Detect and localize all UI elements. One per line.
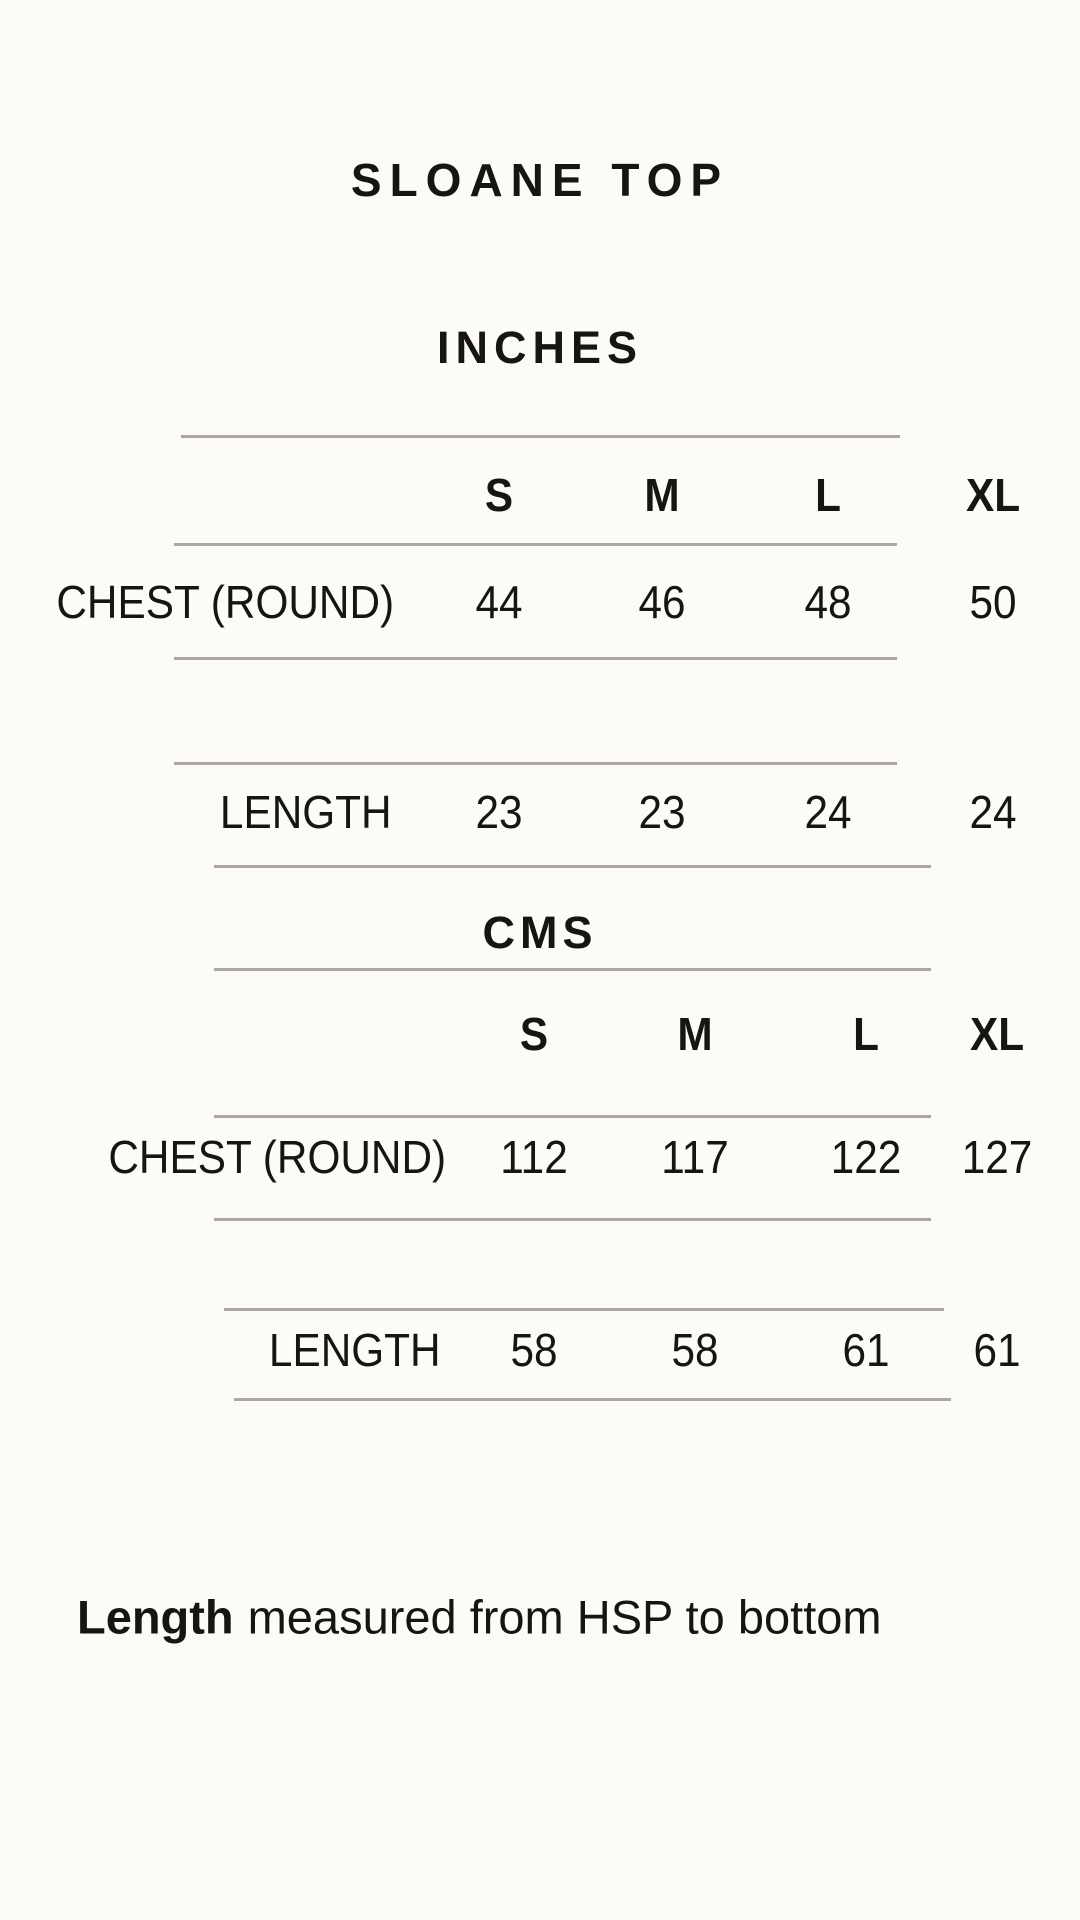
divider-line (214, 1218, 931, 1221)
cms-size-header-xl: XL (969, 1008, 1025, 1060)
cms-length-l: 61 (842, 1324, 890, 1376)
cms-size-header-l: L (853, 1008, 879, 1060)
cms-chest-label: CHEST (ROUND) (108, 1131, 446, 1183)
cms-length-xl: 61 (973, 1324, 1021, 1376)
divider-line (224, 1308, 944, 1311)
cms-size-header-m: M (677, 1008, 713, 1060)
cms-length-label: LENGTH (269, 1324, 441, 1376)
divider-line (174, 762, 897, 765)
cms-section-heading: CMS (482, 907, 598, 958)
inches-chest-s: 44 (475, 576, 523, 628)
inches-chest-label: CHEST (ROUND) (56, 576, 394, 628)
inches-length-xl: 24 (969, 786, 1017, 838)
inches-chest-xl: 50 (969, 576, 1017, 628)
length-note-term: Length (77, 1590, 234, 1644)
divider-line (214, 968, 931, 971)
inches-length-label: LENGTH (220, 786, 392, 838)
cms-chest-l: 122 (830, 1131, 902, 1183)
inches-length-m: 23 (638, 786, 686, 838)
inches-chest-m: 46 (638, 576, 686, 628)
cms-length-s: 58 (510, 1324, 558, 1376)
divider-line (234, 1398, 951, 1401)
cms-chest-s: 112 (500, 1131, 568, 1183)
inches-size-header-s: S (484, 469, 514, 521)
length-note: Length measured from HSP to bottom (77, 1590, 882, 1645)
divider-line (174, 543, 897, 546)
divider-line (181, 435, 900, 438)
inches-size-header-m: M (644, 469, 680, 521)
cms-length-m: 58 (671, 1324, 719, 1376)
divider-line (214, 865, 931, 868)
cms-chest-m: 117 (661, 1131, 729, 1183)
cms-chest-xl: 127 (961, 1131, 1033, 1183)
length-note-text: measured from HSP to bottom (247, 1590, 882, 1644)
inches-length-l: 24 (804, 786, 852, 838)
inches-chest-l: 48 (804, 576, 852, 628)
divider-line (174, 657, 897, 660)
divider-line (214, 1115, 931, 1118)
inches-length-s: 23 (475, 786, 523, 838)
page-title: SLOANE TOP (350, 154, 730, 206)
inches-section-heading: INCHES (436, 322, 644, 373)
cms-size-header-s: S (519, 1008, 549, 1060)
inches-size-header-l: L (815, 469, 841, 521)
inches-size-header-xl: XL (965, 469, 1021, 521)
